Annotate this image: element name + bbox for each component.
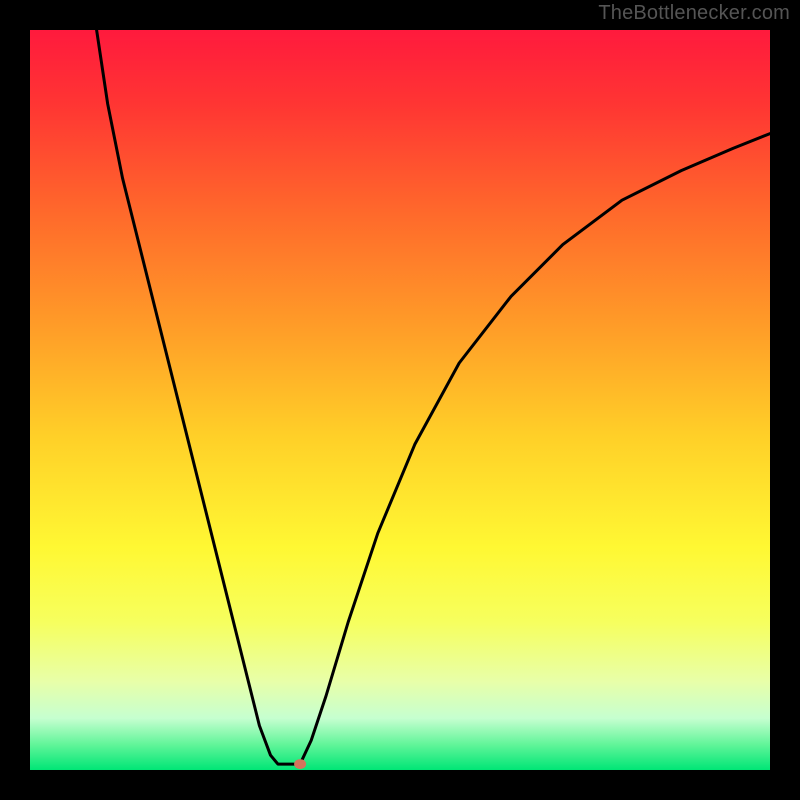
plot-background xyxy=(30,30,770,770)
chart-container: TheBottlenecker.com xyxy=(0,0,800,800)
watermark-text: TheBottlenecker.com xyxy=(598,2,790,25)
chart-svg xyxy=(0,0,800,800)
minimum-marker xyxy=(294,759,306,769)
